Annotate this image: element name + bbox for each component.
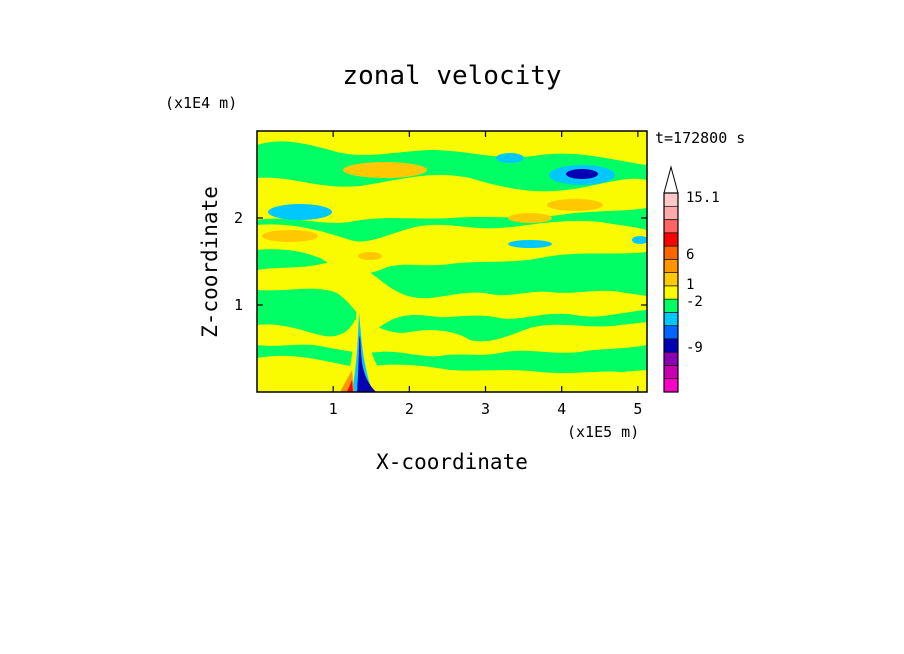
colorbar-swatch xyxy=(663,285,679,300)
orange-region xyxy=(508,213,552,223)
y-tick-label: 1 xyxy=(234,296,243,314)
plume-red xyxy=(347,380,353,392)
blue-region xyxy=(566,169,598,179)
colorbar-swatch xyxy=(663,312,679,326)
orange-region xyxy=(358,252,382,260)
colorbar-swatch xyxy=(663,245,679,260)
x-tick-label: 4 xyxy=(557,400,566,418)
colorbar-swatch xyxy=(663,365,679,380)
colorbar-swatch xyxy=(663,338,679,353)
colorbar: 15.1 6 1-2 -9 xyxy=(663,165,720,393)
y-axis-label: Z-coordinate xyxy=(198,186,222,338)
colorbar-swatch xyxy=(663,259,679,273)
colorbar-swatch xyxy=(663,378,679,393)
colorbar-label: -2 xyxy=(686,294,703,310)
colorbar-label: 1 xyxy=(686,277,694,293)
yellow-region xyxy=(257,220,647,274)
colorbar-swatch xyxy=(663,272,679,287)
yellow-region xyxy=(257,131,647,165)
cyan-region xyxy=(268,204,332,220)
colorbar-swatch xyxy=(663,219,679,234)
velocity-field xyxy=(257,131,647,392)
x-tick-label: 2 xyxy=(405,400,414,418)
x-tick-label: 5 xyxy=(633,400,642,418)
plume-cyan xyxy=(352,312,372,392)
yellow-region xyxy=(257,175,647,223)
orange-region xyxy=(262,230,318,242)
yellow-region xyxy=(257,261,647,330)
chart-title: zonal velocity xyxy=(342,61,561,91)
colorbar-label: 15.1 xyxy=(686,190,720,206)
cyan-region xyxy=(632,236,647,244)
colorbar-swatch xyxy=(663,325,679,340)
colorbar-swatch xyxy=(663,192,679,207)
y-tick-label: 2 xyxy=(234,209,243,227)
orange-region xyxy=(547,199,603,211)
colorbar-label: -9 xyxy=(686,340,703,356)
colorbar-swatch xyxy=(663,232,679,247)
colorbar-swatch xyxy=(663,298,679,313)
cyan-region xyxy=(496,153,524,163)
colorbar-swatch xyxy=(663,351,679,366)
plume-blue xyxy=(357,335,376,392)
y-axis-ticks: 12 xyxy=(234,209,647,314)
x-scale-label: (x1E5 m) xyxy=(567,423,639,441)
x-tick-label: 1 xyxy=(329,400,338,418)
colorbar-label: 6 xyxy=(686,247,694,263)
x-axis-ticks: 1 2 3 4 5 xyxy=(329,131,642,418)
y-scale-label: (x1E4 m) xyxy=(165,94,237,112)
plot-frame xyxy=(256,130,648,393)
colorbar-frame xyxy=(663,192,679,393)
time-label: t=172800 s xyxy=(655,129,745,147)
x-axis-label: X-coordinate xyxy=(376,450,528,474)
cyan-region xyxy=(508,240,552,248)
colorbar-extension-arrow xyxy=(663,165,679,194)
colorbar-swatch xyxy=(663,205,679,220)
x-tick-label: 3 xyxy=(481,400,490,418)
orange-region xyxy=(343,162,427,178)
